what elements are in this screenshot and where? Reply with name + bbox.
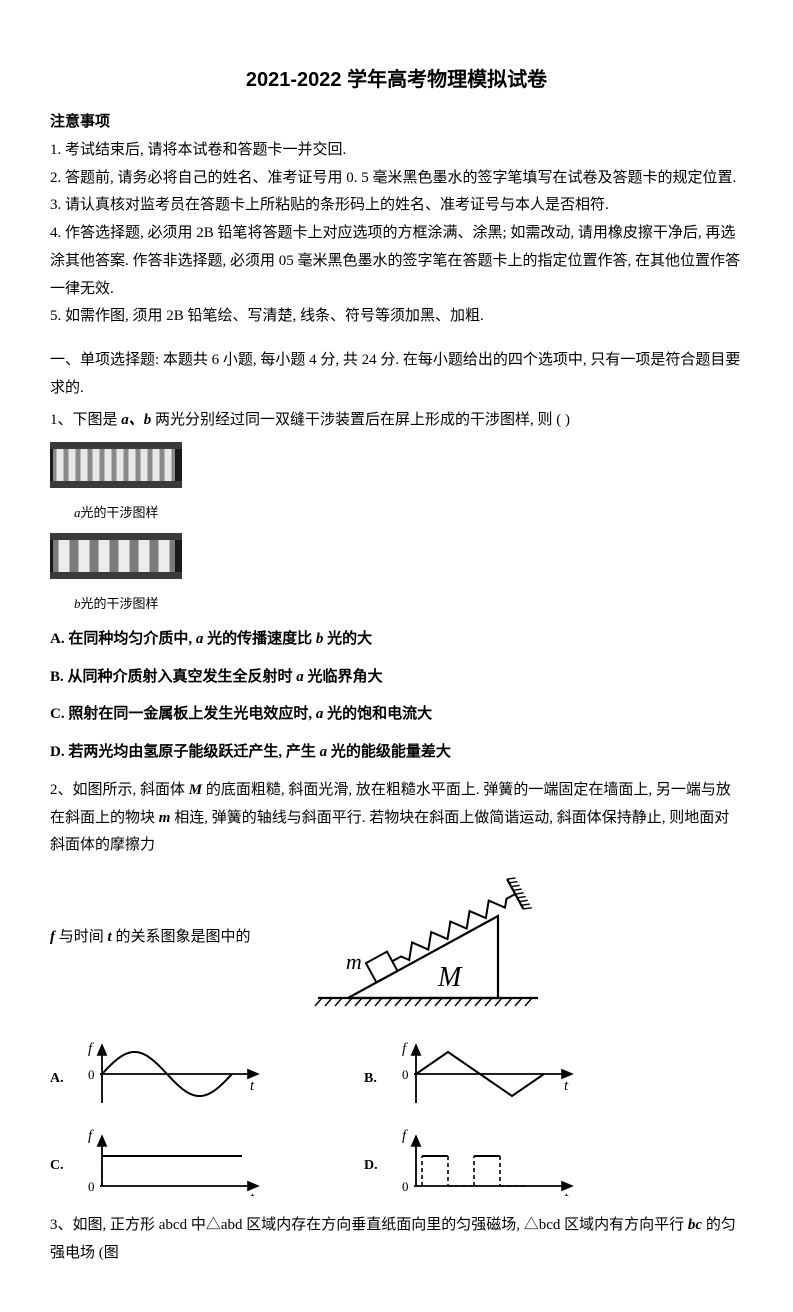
- question-3: 3、如图, 正方形 abcd 中△abd 区域内存在方向垂直纸面向里的匀强磁场,…: [50, 1212, 743, 1268]
- svg-text:0: 0: [88, 1179, 95, 1194]
- graph-a: f 0 t: [74, 1039, 284, 1120]
- instruction-line: 3. 请认真核对监考员在答题卡上所粘贴的条形码上的姓名、准考证号与本人是否相符.: [50, 192, 743, 220]
- svg-text:t: t: [250, 1078, 255, 1094]
- q2-diagram-row: f 与时间 t 的关系图象是图中的 Mm: [50, 868, 743, 1029]
- graph-label-c: C.: [50, 1153, 74, 1179]
- section-intro: 一、单项选择题: 本题共 6 小题, 每小题 4 分, 共 24 分. 在每小题…: [50, 347, 743, 403]
- svg-text:f: f: [88, 1041, 94, 1057]
- svg-text:0: 0: [402, 1179, 409, 1194]
- page-title: 2021-2022 学年高考物理模拟试卷: [50, 62, 743, 99]
- graph-label-b: B.: [364, 1066, 388, 1092]
- q1-stem-suffix: 两光分别经过同一双缝干涉装置后在屏上形成的干涉图样, 则 ( ): [151, 412, 570, 428]
- graph-row-1: A. f 0 t B. f 0 t: [50, 1039, 743, 1120]
- instruction-line: 2. 答题前, 请务必将自己的姓名、准考证号用 0. 5 毫米黑色墨水的签字笔填…: [50, 165, 743, 193]
- pattern-a-label: aa光的干涉图样光的干涉图样: [74, 501, 743, 525]
- svg-text:f: f: [402, 1128, 408, 1144]
- pattern-b-block: b光的干涉图样: [50, 533, 743, 616]
- instruction-line: 1. 考试结束后, 请将本试卷和答题卡一并交回.: [50, 137, 743, 165]
- svg-text:m: m: [346, 949, 362, 974]
- svg-text:0: 0: [402, 1067, 409, 1082]
- graph-label-a: A.: [50, 1066, 74, 1092]
- instruction-line: 5. 如需作图, 须用 2B 铅笔绘、写清楚, 线条、符号等须加黑、加粗.: [50, 303, 743, 331]
- graph-row-2: C. f 0 t D. f 0 t: [50, 1126, 743, 1207]
- notice-heading: 注意事项: [50, 109, 743, 137]
- instruction-line: 4. 作答选择题, 必须用 2B 铅笔将答题卡上对应选项的方框涂满、涂黑; 如需…: [50, 220, 743, 303]
- question-2: 2、如图所示, 斜面体 M 的底面粗糙, 斜面光滑, 放在粗糙水平面上. 弹簧的…: [50, 777, 743, 860]
- incline-spring-diagram: Mm: [298, 868, 558, 1018]
- pattern-a-block: aa光的干涉图样光的干涉图样: [50, 442, 743, 525]
- interference-pattern-a: [50, 442, 182, 488]
- q1-ab: a、b: [121, 412, 151, 428]
- q2-graphs: A. f 0 t B. f 0 t C. f 0 t D. f 0 t: [50, 1039, 743, 1207]
- graph-b: f 0 t: [388, 1039, 598, 1120]
- question-1: 1、下图是 a、b 两光分别经过同一双缝干涉装置后在屏上形成的干涉图样, 则 (…: [50, 407, 743, 435]
- q2-diagram-wrap: Mm: [298, 868, 558, 1029]
- svg-text:f: f: [88, 1128, 94, 1144]
- svg-text:f: f: [402, 1041, 408, 1057]
- q1-option-b: B. 从同种介质射入真空发生全反射时 a 光临界角大: [50, 664, 743, 692]
- q1-stem-prefix: 1、下图是: [50, 412, 121, 428]
- graph-d: f 0 t: [388, 1126, 598, 1207]
- graph-label-d: D.: [364, 1153, 388, 1179]
- svg-text:0: 0: [88, 1067, 95, 1082]
- interference-pattern-b: [50, 533, 182, 579]
- q1-option-a: A. 在同种均匀介质中, a 光的传播速度比 b 光的大: [50, 626, 743, 654]
- exam-page: 2021-2022 学年高考物理模拟试卷 注意事项 1. 考试结束后, 请将本试…: [0, 0, 793, 1312]
- instructions-block: 注意事项 1. 考试结束后, 请将本试卷和答题卡一并交回. 2. 答题前, 请务…: [50, 109, 743, 331]
- svg-text:t: t: [564, 1078, 569, 1094]
- q1-option-d: D. 若两光均由氢原子能级跃迁产生, 产生 a 光的能级能量差大: [50, 739, 743, 767]
- svg-text:t: t: [250, 1190, 255, 1196]
- svg-text:t: t: [564, 1190, 569, 1196]
- q2-lead-text: f 与时间 t 的关系图象是图中的: [50, 924, 250, 952]
- q1-options: A. 在同种均匀介质中, a 光的传播速度比 b 光的大 B. 从同种介质射入真…: [50, 626, 743, 767]
- graph-c: f 0 t: [74, 1126, 284, 1207]
- svg-text:M: M: [437, 962, 463, 993]
- pattern-b-label: b光的干涉图样: [74, 592, 743, 616]
- q1-option-c: C. 照射在同一金属板上发生光电效应时, a 光的饱和电流大: [50, 701, 743, 729]
